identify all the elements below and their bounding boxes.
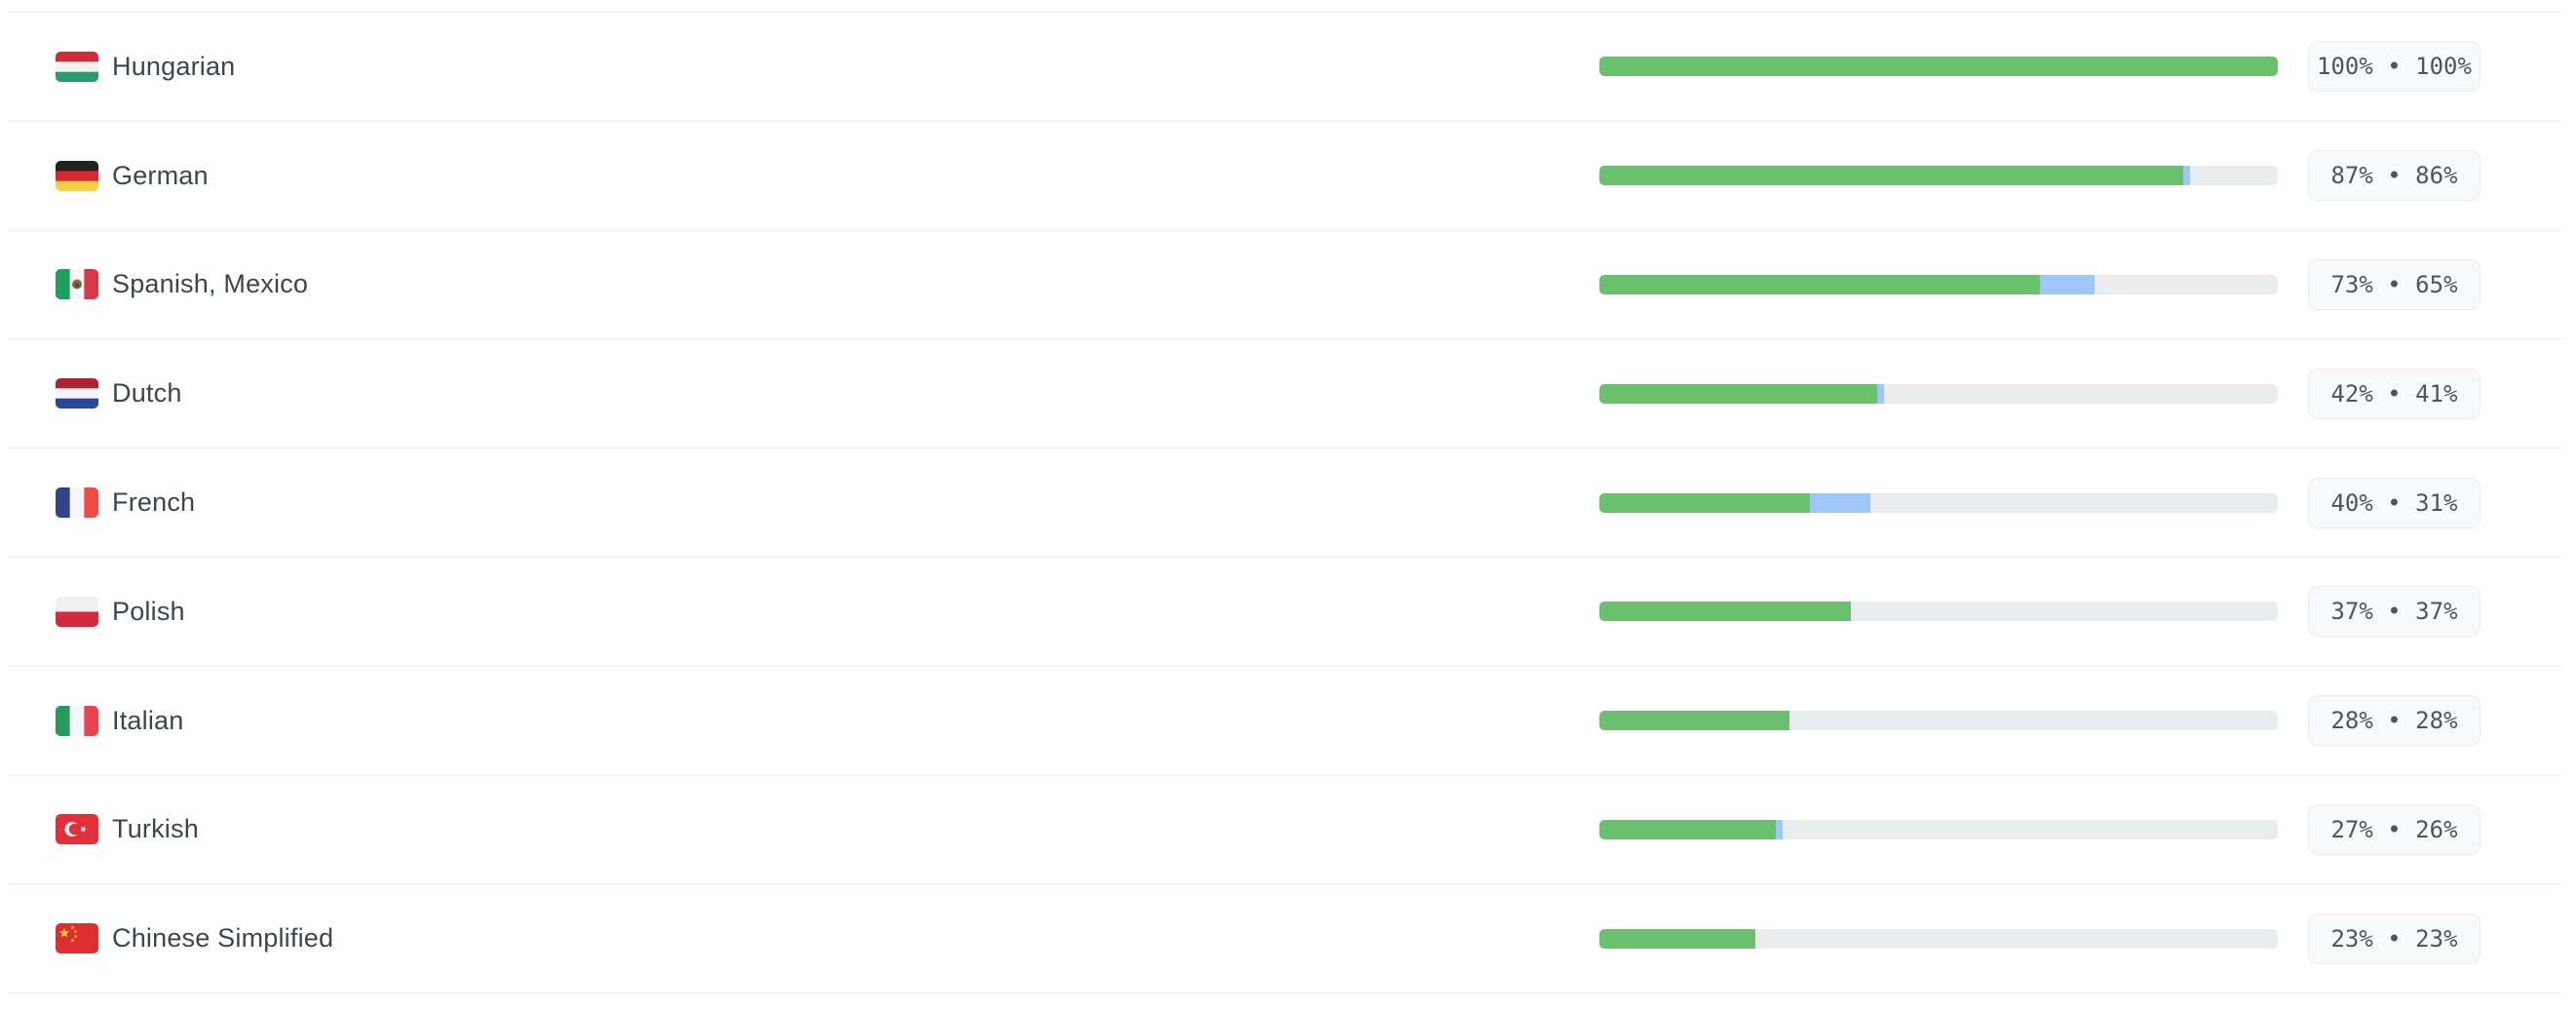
flag-hungary-icon [56,51,98,82]
flag-germany-icon [56,160,98,191]
progress-translated-segment [1599,492,1810,513]
progress-translated-segment [1599,383,1878,404]
language-link[interactable]: Dutch [112,378,182,409]
progress-pending-segment [1775,819,1783,839]
percent-badge: 23% • 23% [2308,913,2480,964]
flag-italy-icon [56,705,98,736]
language-row[interactable]: Italian 28% • 28% [8,666,2562,776]
language-link[interactable]: German [112,160,209,190]
language-list: Hungarian 100% • 100% German 87% • 86% S… [8,12,2562,994]
language-link[interactable]: Turkish [112,814,199,844]
flag-mexico-icon [56,269,98,300]
flag-china-icon [56,923,98,954]
progress-bar [1599,274,2278,294]
progress-pending-segment [2182,166,2190,186]
percent-badge: 100% • 100% [2308,41,2480,93]
progress-pending-segment [1877,383,1885,404]
progress-pending-segment [2040,274,2095,294]
language-link[interactable]: Polish [112,596,185,626]
language-link[interactable]: French [112,487,196,518]
flag-poland-icon [56,596,98,627]
progress-bar [1599,602,2278,622]
progress-bar [1599,492,2278,513]
progress-translated-segment [1599,57,2278,77]
flag-netherlands-icon [56,378,98,409]
progress-bar [1599,711,2278,731]
flag-turkey-icon [56,814,98,845]
progress-translated-segment [1599,166,2183,186]
percent-badge: 28% • 28% [2308,695,2480,747]
language-link[interactable]: Hungarian [112,51,236,81]
progress-translated-segment [1599,274,2041,294]
language-row[interactable]: French 40% • 31% [8,448,2562,558]
language-row[interactable]: Spanish, Mexico 73% • 65% [8,230,2562,340]
language-row[interactable]: Turkish 27% • 26% [8,775,2562,885]
progress-bar [1599,57,2278,77]
flag-france-icon [56,487,98,519]
percent-badge: 37% • 37% [2308,586,2480,638]
percent-badge: 87% • 86% [2308,150,2480,202]
progress-bar [1599,383,2278,404]
percent-badge: 73% • 65% [2308,258,2480,310]
language-link[interactable]: Spanish, Mexico [112,269,309,299]
language-row[interactable]: German 87% • 86% [8,121,2562,231]
language-row[interactable]: Dutch 42% • 41% [8,339,2562,449]
progress-pending-segment [1809,492,1871,513]
progress-bar [1599,819,2278,839]
progress-bar [1599,166,2278,186]
progress-translated-segment [1599,928,1756,949]
progress-translated-segment [1599,711,1789,731]
language-link[interactable]: Chinese Simplified [112,923,334,954]
progress-translated-segment [1599,819,1776,839]
progress-bar [1599,928,2278,949]
language-row[interactable]: Chinese Simplified 23% • 23% [8,884,2562,994]
percent-badge: 27% • 26% [2308,803,2480,855]
percent-badge: 42% • 41% [2308,368,2480,419]
progress-translated-segment [1599,602,1851,622]
percent-badge: 40% • 31% [2308,477,2480,528]
language-row[interactable]: Polish 37% • 37% [8,557,2562,667]
language-link[interactable]: Italian [112,705,184,735]
language-row[interactable]: Hungarian 100% • 100% [8,13,2562,122]
